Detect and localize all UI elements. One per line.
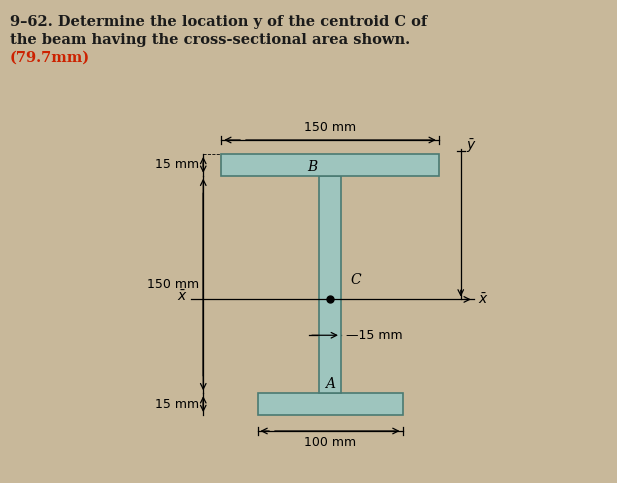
Text: 150 mm: 150 mm xyxy=(304,121,356,134)
Text: (79.7mm): (79.7mm) xyxy=(10,51,90,65)
Text: 150 mm: 150 mm xyxy=(147,278,199,291)
Text: 15 mm: 15 mm xyxy=(155,158,199,171)
Text: $\bar{x}$: $\bar{x}$ xyxy=(176,289,187,304)
Bar xyxy=(222,154,439,176)
Text: $\bar{y}$: $\bar{y}$ xyxy=(466,137,476,155)
Text: 100 mm: 100 mm xyxy=(304,436,356,449)
Bar xyxy=(257,393,402,415)
Text: B: B xyxy=(307,160,317,174)
Text: —15 mm: —15 mm xyxy=(346,329,402,342)
Text: $\bar{x}$: $\bar{x}$ xyxy=(478,292,489,307)
Text: 15 mm: 15 mm xyxy=(155,398,199,411)
Text: 9–62. Determine the location y of the centroid C of: 9–62. Determine the location y of the ce… xyxy=(10,15,427,29)
Bar xyxy=(319,176,341,393)
Text: C: C xyxy=(350,273,360,287)
Text: the beam having the cross-sectional area shown.: the beam having the cross-sectional area… xyxy=(10,33,410,47)
Text: A: A xyxy=(325,377,335,391)
